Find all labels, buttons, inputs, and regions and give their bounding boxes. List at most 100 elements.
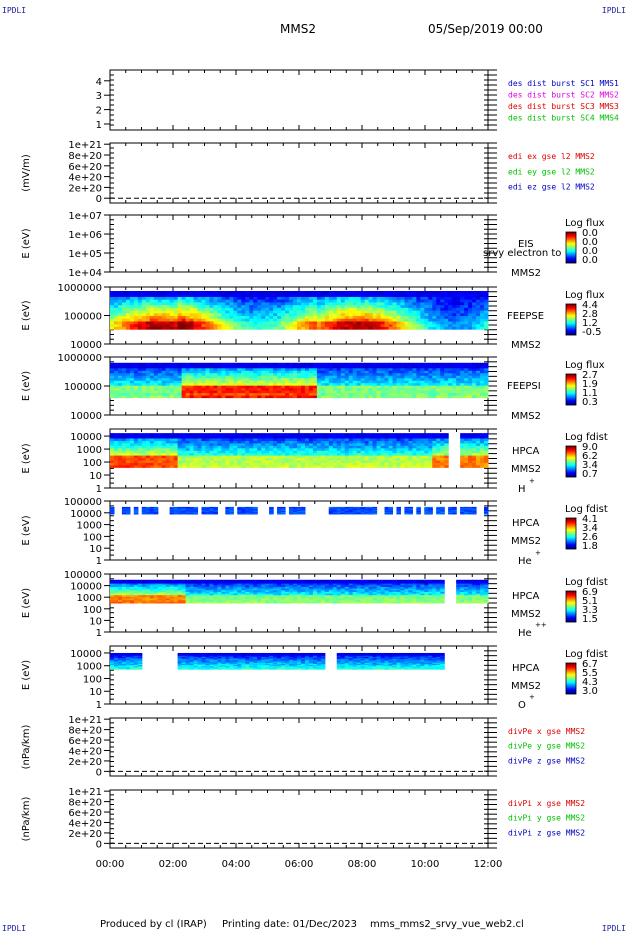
colorbar-title: Log flux bbox=[565, 290, 605, 301]
colorbar-cell bbox=[566, 392, 576, 394]
colorbar-cell bbox=[566, 548, 576, 550]
colorbar-cell bbox=[566, 248, 576, 250]
y-tick-label: 100 bbox=[83, 532, 102, 543]
colorbar-tick-label: 9.0 bbox=[582, 442, 598, 453]
y-tick-label: 10000 bbox=[70, 340, 102, 351]
colorbar-cell bbox=[566, 388, 576, 390]
colorbar-cell bbox=[566, 524, 576, 526]
y-tick-label: 1000000 bbox=[57, 353, 102, 364]
colorbar-cell bbox=[566, 612, 576, 614]
colorbar-title: Log fdist bbox=[565, 649, 608, 660]
colorbar-cell bbox=[566, 606, 576, 608]
colorbar-cell bbox=[566, 676, 576, 678]
colorbar-cell bbox=[566, 318, 576, 320]
colorbar-cell bbox=[566, 620, 576, 622]
colorbar-cell bbox=[566, 613, 576, 615]
y-axis-label: (nPa/km) bbox=[21, 725, 32, 770]
colorbar-cell bbox=[566, 692, 576, 694]
y-tick-label: 100000 bbox=[64, 497, 102, 508]
colorbar-cell bbox=[566, 474, 576, 476]
colorbar-cell bbox=[566, 688, 576, 690]
colorbar-cell bbox=[566, 619, 576, 621]
colorbar-tick-label: 0.0 bbox=[582, 246, 598, 257]
colorbar-cell bbox=[566, 472, 576, 474]
colorbar-cell bbox=[566, 665, 576, 667]
x-tick-label: 06:00 bbox=[285, 859, 314, 870]
colorbar-cell bbox=[566, 470, 576, 472]
colorbar bbox=[565, 517, 577, 550]
spacecraft-label: MMS2 bbox=[511, 411, 541, 422]
colorbar-cell bbox=[566, 454, 576, 456]
instrument-label: HPCA bbox=[512, 446, 540, 457]
y-tick-label: 8e+20 bbox=[68, 726, 102, 737]
y-axis-label: E (eV) bbox=[21, 588, 32, 618]
colorbar-cell bbox=[566, 693, 576, 695]
colorbar-cell bbox=[566, 316, 576, 318]
colorbar-cell bbox=[566, 670, 576, 672]
colorbar-cell bbox=[566, 375, 576, 377]
y-tick-label: 10000 bbox=[70, 411, 102, 422]
colorbar-cell bbox=[566, 534, 576, 536]
colorbar-title: Log fdist bbox=[565, 504, 608, 515]
colorbar-cell bbox=[566, 672, 576, 674]
colorbar-title: Log flux bbox=[565, 360, 605, 371]
colorbar-cell bbox=[566, 331, 576, 333]
y-tick-label: 100000 bbox=[64, 570, 102, 581]
colorbar-cell bbox=[566, 617, 576, 619]
colorbar-cell bbox=[566, 532, 576, 534]
instrument-label: FEEPSE bbox=[507, 311, 544, 322]
colorbar-cell bbox=[566, 689, 576, 691]
colorbar-tick-label: 5.5 bbox=[582, 668, 598, 679]
colorbar-cell bbox=[566, 463, 576, 465]
colorbar-cell bbox=[566, 333, 576, 335]
y-axis-label: E (eV) bbox=[21, 443, 32, 473]
colorbar-cell bbox=[566, 459, 576, 461]
y-tick-label: 1e+21 bbox=[68, 140, 102, 151]
y-axis-label: E (eV) bbox=[21, 660, 32, 690]
colorbar-cell bbox=[566, 394, 576, 396]
y-tick-label: 2 bbox=[96, 106, 102, 117]
corner-label-top-left: IPDLI bbox=[2, 6, 27, 15]
colorbar-cell bbox=[566, 398, 576, 400]
colorbar-cell bbox=[566, 241, 576, 243]
colorbar-tick-label: 4.4 bbox=[582, 300, 598, 311]
legend-entry: divPe y gse MMS2 bbox=[508, 742, 585, 751]
colorbar-cell bbox=[566, 520, 576, 522]
y-tick-label: 100000 bbox=[64, 312, 102, 323]
y-axis-label: E (eV) bbox=[21, 515, 32, 545]
y-tick-label: 2e+20 bbox=[68, 829, 102, 840]
y-tick-label: 10 bbox=[89, 687, 102, 698]
colorbar-cell bbox=[566, 671, 576, 673]
colorbar-tick-label: 6.7 bbox=[582, 659, 598, 670]
instrument-label: HPCA bbox=[512, 591, 540, 602]
y-tick-label: 10000 bbox=[70, 649, 102, 660]
y-tick-label: 10 bbox=[89, 471, 102, 482]
colorbar-tick-label: 3.3 bbox=[582, 605, 598, 616]
colorbar-cell bbox=[566, 466, 576, 468]
species-label: He bbox=[518, 628, 532, 639]
colorbar-cell bbox=[566, 677, 576, 679]
corner-label-bottom-right: IPDLI bbox=[601, 924, 626, 933]
colorbar-cell bbox=[566, 690, 576, 692]
colorbar-cell bbox=[566, 235, 576, 237]
colorbar-tick-label: 0.0 bbox=[582, 237, 598, 248]
colorbar-cell bbox=[566, 522, 576, 524]
colorbar-cell bbox=[566, 397, 576, 399]
colorbar-cell bbox=[566, 385, 576, 387]
colorbar-cell bbox=[566, 243, 576, 245]
colorbar bbox=[565, 445, 577, 478]
colorbar-cell bbox=[566, 602, 576, 604]
colorbar-tick-label: 0.0 bbox=[582, 228, 598, 239]
colorbar bbox=[565, 373, 577, 406]
colorbar-cell bbox=[566, 315, 576, 317]
colorbar-cell bbox=[566, 381, 576, 383]
colorbar-cell bbox=[566, 455, 576, 457]
y-tick-label: 1000 bbox=[77, 445, 102, 456]
colorbar-cell bbox=[566, 240, 576, 242]
colorbar-tick-label: 0.3 bbox=[582, 397, 598, 408]
colorbar-cell bbox=[566, 252, 576, 254]
x-tick-label: 10:00 bbox=[411, 859, 440, 870]
colorbar-cell bbox=[566, 464, 576, 466]
